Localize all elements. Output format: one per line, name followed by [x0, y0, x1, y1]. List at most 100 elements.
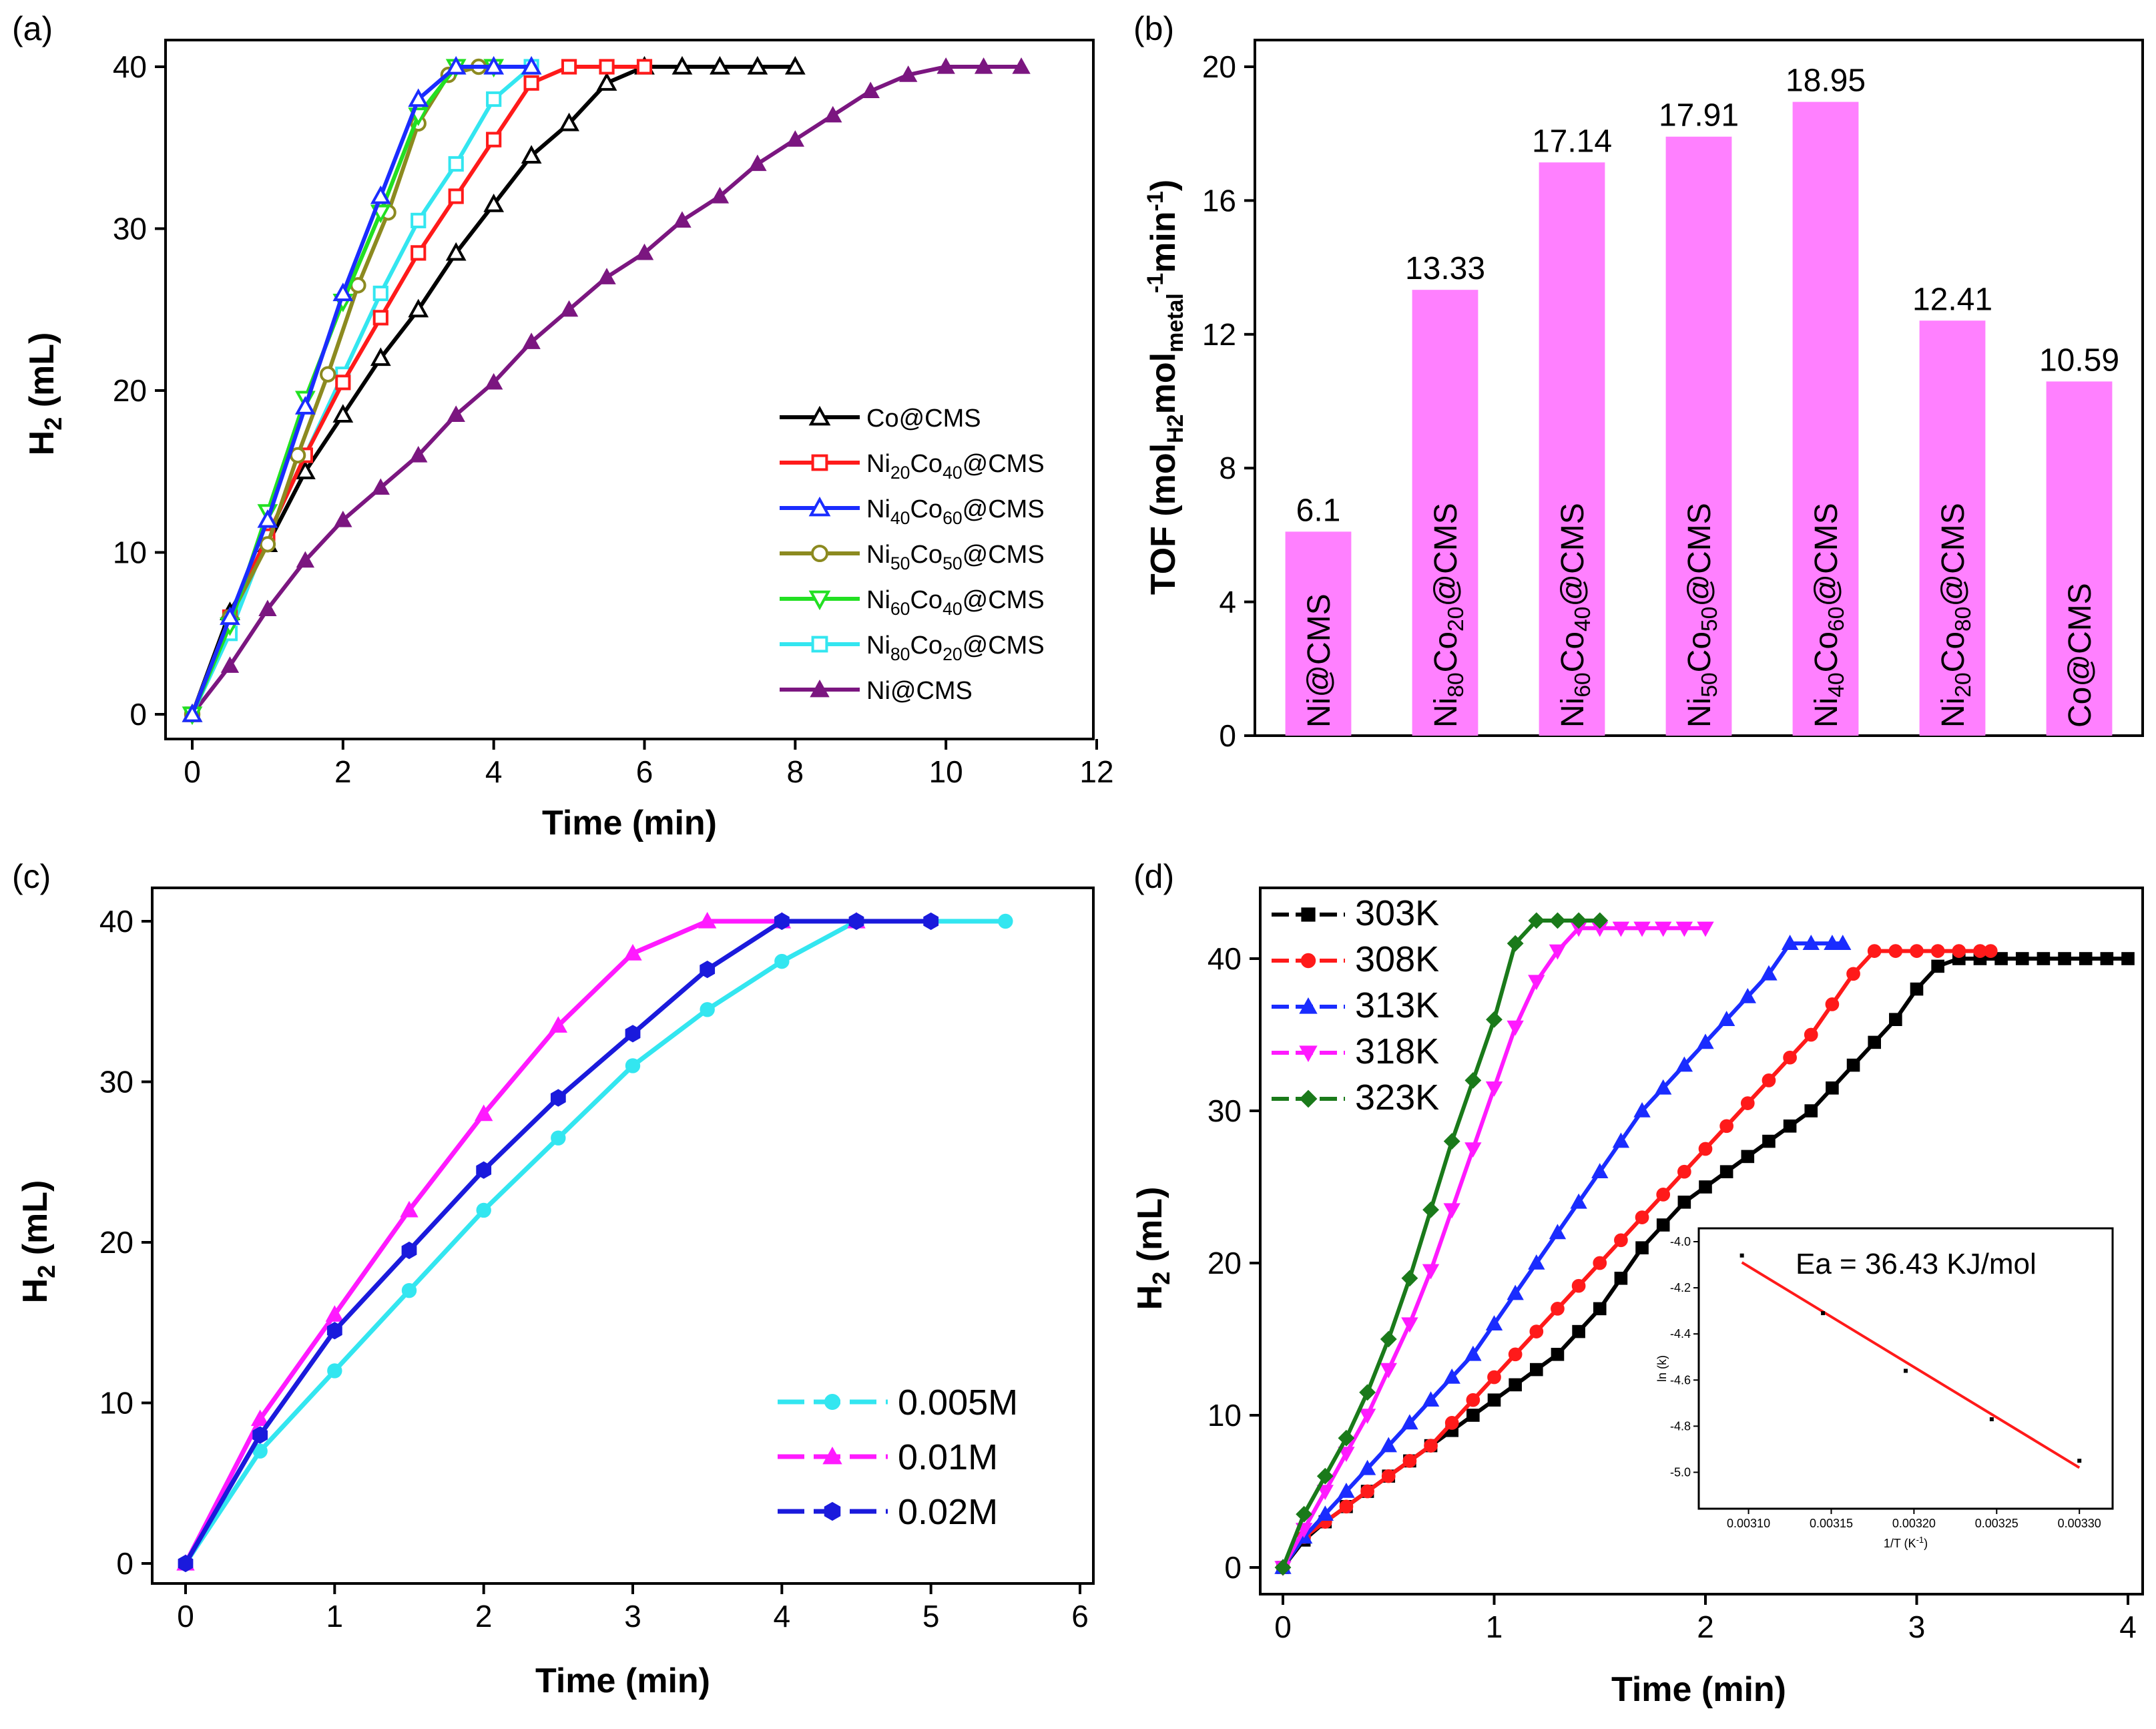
data-point — [1699, 1180, 1712, 1194]
panel-d-legend: 303K 308K 313K 318K 323K — [1272, 893, 1439, 1118]
x-tick-label: 2 — [475, 1599, 493, 1634]
label-part: 50 — [942, 553, 963, 573]
inset-point — [1904, 1369, 1908, 1373]
data-point — [1443, 1133, 1460, 1150]
data-point — [1717, 1011, 1735, 1026]
panel-b-bars: 6.1Ni@CMS13.33Ni80Co20@CMS17.14Ni60Co40@… — [1285, 63, 2119, 736]
inset-equation: Ea = 36.43 KJ/mol — [1796, 1248, 2037, 1280]
legend-marker — [1299, 1045, 1318, 1063]
data-point — [1380, 1330, 1397, 1348]
legend-marker — [808, 496, 831, 517]
data-point — [1910, 982, 1924, 996]
data-point — [1802, 935, 1820, 950]
label-part: 20 — [1951, 672, 1976, 697]
data-point — [747, 55, 768, 75]
label-part: Co — [910, 632, 942, 660]
data-point — [671, 55, 693, 75]
data-point — [370, 347, 391, 366]
data-point — [1338, 1447, 1355, 1463]
data-point — [698, 911, 717, 929]
data-point — [1826, 1081, 1839, 1095]
y-tick-label: 12 — [1202, 317, 1236, 352]
data-point — [1422, 1201, 1439, 1218]
bar-category-label: Ni50Co50@CMS — [1682, 503, 1722, 728]
y-tick-label: 0 — [1224, 1550, 1242, 1585]
data-point — [1507, 1284, 1524, 1300]
data-point — [1868, 1035, 1881, 1049]
data-point — [327, 1363, 342, 1379]
bar-category-label: Ni@CMS — [1302, 593, 1337, 728]
legend-marker — [808, 405, 831, 426]
data-point — [1485, 1081, 1503, 1097]
label-part: 60 — [890, 599, 910, 619]
data-point — [220, 606, 240, 626]
data-point — [2079, 952, 2093, 965]
data-point — [335, 375, 351, 391]
legend-label: 313K — [1355, 985, 1439, 1025]
panel-d-series — [1274, 912, 2135, 1577]
label-part: @CMS — [963, 586, 1045, 614]
x-tick-label: 4 — [2119, 1610, 2137, 1644]
data-point — [1338, 1429, 1355, 1447]
panel-d-inset: 0.00310 0.00315 0.00320 0.00325 0.00330 -4.0 -… — [1655, 1227, 2114, 1550]
label-part: @CMS — [1809, 503, 1844, 606]
x-tick-label: 0 — [184, 754, 201, 789]
x-tick-label: 1 — [326, 1599, 344, 1634]
data-point — [1358, 1409, 1376, 1425]
legend-label: Ni40Co60@CMS — [866, 495, 1045, 528]
legend-label: Co@CMS — [866, 405, 981, 433]
inset-y-tick-label: -4.4 — [1670, 1327, 1691, 1340]
x-tick-label: 1 — [1486, 1610, 1503, 1644]
legend-label: 308K — [1355, 939, 1439, 979]
label-part: 80 — [890, 644, 910, 664]
data-point — [408, 88, 429, 107]
data-point — [784, 55, 806, 75]
legend-label: Ni80Co20@CMS — [866, 632, 1045, 664]
label-part: 40 — [890, 508, 910, 528]
fit-line — [1741, 1261, 2081, 1469]
data-point — [332, 404, 354, 423]
data-point — [258, 599, 277, 616]
bar-value-label: 10.59 — [2039, 342, 2119, 378]
x-tick-label: 3 — [624, 1599, 641, 1634]
label-part: Ni — [866, 586, 890, 614]
label-part: 80 — [1951, 607, 1976, 632]
data-point — [400, 1200, 419, 1218]
data-point — [1360, 1484, 1374, 1499]
label-part: 50 — [890, 553, 910, 573]
data-point — [1612, 921, 1630, 937]
label-part: @CMS — [963, 450, 1045, 478]
data-point — [1358, 1459, 1376, 1475]
data-point — [1804, 1027, 1818, 1042]
data-point — [1994, 952, 2008, 965]
data-point — [1380, 1437, 1397, 1453]
legend-label: 0.01M — [898, 1437, 998, 1477]
bar — [1539, 162, 1605, 736]
data-point — [597, 268, 616, 284]
data-point — [1339, 1499, 1354, 1514]
data-point — [1464, 1345, 1482, 1361]
panel-c: (c) 0 1 2 3 4 5 6 0 10 20 30 40 0.005M 0.01M 0.02M Ti… — [12, 858, 1095, 1700]
label-part: 60 — [1571, 672, 1595, 697]
data-point — [1443, 1203, 1460, 1219]
y-tick-label: 30 — [99, 1065, 133, 1099]
legend-label: Ni50Co50@CMS — [866, 541, 1045, 573]
data-point — [1316, 1485, 1334, 1501]
data-point — [1380, 1363, 1397, 1379]
data-point — [1677, 1164, 1691, 1179]
data-point — [411, 245, 427, 261]
data-point — [2037, 952, 2051, 965]
data-point — [1675, 1056, 1693, 1072]
data-point — [252, 1426, 268, 1444]
data-point — [371, 478, 390, 495]
data-point — [1486, 1011, 1503, 1028]
label-part: 50 — [1697, 672, 1722, 697]
data-point — [1401, 1317, 1418, 1333]
data-point — [1464, 1142, 1482, 1158]
data-point — [326, 1322, 342, 1340]
bar-value-label: 18.95 — [1786, 63, 1866, 99]
data-point — [1551, 1348, 1565, 1361]
y-tick-label: 40 — [99, 904, 133, 939]
